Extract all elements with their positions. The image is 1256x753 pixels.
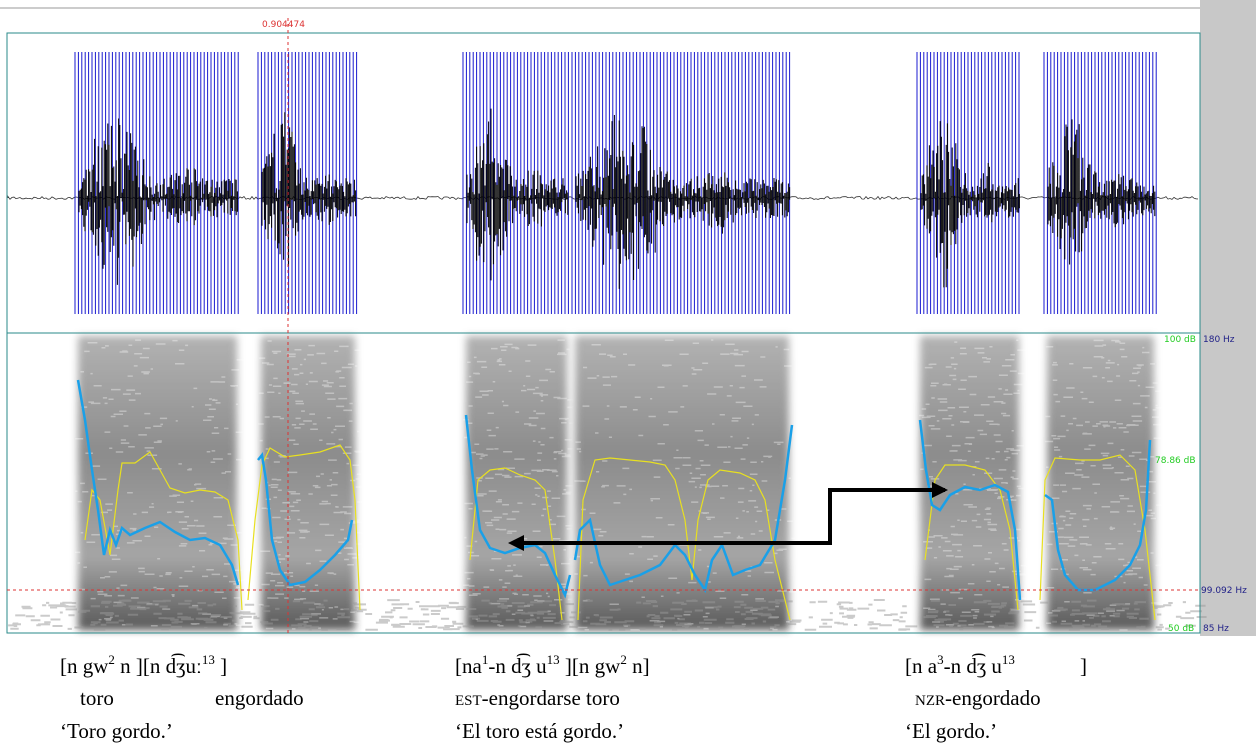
intensity-curve bbox=[1039, 454, 1156, 621]
comparison-arrow bbox=[508, 482, 948, 551]
arrow-head bbox=[932, 482, 948, 498]
spectrogram-band bbox=[920, 336, 1019, 630]
gloss: toro bbox=[80, 686, 114, 710]
db-label: 78.86 dB bbox=[1155, 456, 1196, 466]
hz-label: 99.092 Hz bbox=[1201, 586, 1247, 596]
intensity-curve bbox=[247, 444, 361, 611]
pulse-marks bbox=[74, 52, 239, 314]
spectrogram-band bbox=[1047, 336, 1154, 630]
waveform bbox=[575, 115, 791, 289]
translation: ‘El gordo.’ bbox=[905, 719, 997, 743]
side-panel bbox=[1200, 0, 1256, 636]
ipa-bracket: ] bbox=[1080, 654, 1087, 678]
waveform bbox=[78, 118, 238, 285]
ipa-transcription: [n a3-n d͡ʒ u13 bbox=[905, 652, 1015, 678]
spectrogram-streaks bbox=[573, 339, 798, 631]
gloss: NZR-engordado bbox=[915, 686, 1041, 710]
arrow-head bbox=[508, 535, 524, 551]
intensity-curve bbox=[469, 467, 563, 621]
cursor-time: 0.904474 bbox=[262, 20, 305, 30]
spectrogram-streaks bbox=[919, 339, 1029, 629]
intensity-curve bbox=[924, 464, 1019, 611]
pitch-curve bbox=[76, 379, 240, 586]
waveform bbox=[466, 108, 569, 281]
pitch-curve bbox=[918, 419, 1022, 601]
spectrogram-floor bbox=[8, 599, 1207, 631]
spectrogram-band bbox=[466, 336, 567, 630]
waveform bbox=[1047, 119, 1156, 265]
translation: ‘Toro gordo.’ bbox=[60, 719, 173, 743]
spectrogram-panel bbox=[8, 336, 1207, 631]
translation: ‘El toro está gordo.’ bbox=[455, 719, 624, 743]
pitch-curve bbox=[257, 452, 354, 587]
arrow-line bbox=[522, 488, 945, 545]
db-label: 50 dB bbox=[1168, 624, 1194, 634]
hz-label: 180 Hz bbox=[1203, 335, 1235, 345]
hz-label: 85 Hz bbox=[1203, 624, 1229, 634]
spectrogram-band bbox=[575, 336, 789, 630]
waveform bbox=[920, 121, 1020, 288]
waveform-panel bbox=[7, 52, 1199, 314]
pitch-curve bbox=[573, 424, 794, 594]
ipa-transcription: [n gw2 n ][n d͡ʒuː13 ] bbox=[60, 652, 227, 678]
db-label: 100 dB bbox=[1164, 335, 1196, 345]
intensity-curve bbox=[577, 457, 791, 621]
ipa-transcription: [na1-n d͡ʒ u13 ][n gw2 n] bbox=[455, 652, 650, 678]
intensity-curve bbox=[84, 451, 243, 611]
gloss: engordado bbox=[215, 686, 304, 710]
spectrogram-band bbox=[78, 336, 237, 630]
gloss: EST-engordarse toro bbox=[455, 686, 620, 710]
waveform bbox=[261, 112, 357, 266]
spectrogram-frame bbox=[6, 332, 1201, 634]
